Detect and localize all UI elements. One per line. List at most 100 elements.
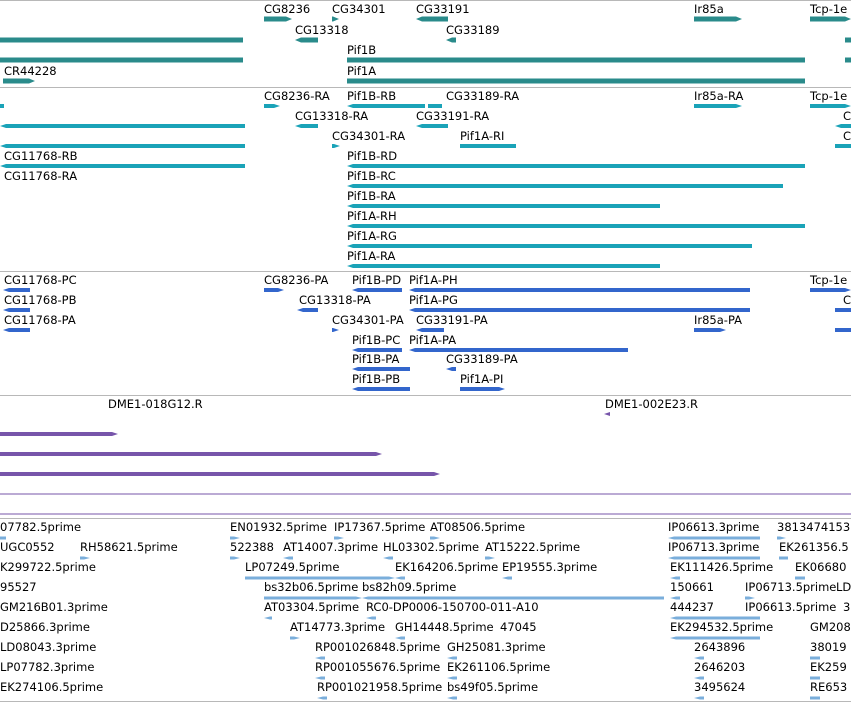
- est-feature[interactable]: [395, 576, 405, 580]
- est-feature[interactable]: [745, 596, 755, 600]
- cds-label[interactable]: Pif1B-PD: [352, 273, 401, 287]
- cds-label[interactable]: Pif1A-PI: [460, 372, 503, 386]
- est-label[interactable]: RH58621.5prime: [80, 540, 178, 554]
- est-label[interactable]: 07782.5prime: [0, 520, 81, 534]
- est-label[interactable]: bs49f05.5prime: [447, 680, 538, 694]
- est-label[interactable]: IP06713.5prime: [745, 580, 836, 594]
- gene-feature[interactable]: [295, 37, 318, 43]
- transcript-feature[interactable]: [332, 144, 340, 148]
- cds-feature[interactable]: [416, 328, 444, 332]
- gene-label[interactable]: CG34301: [332, 2, 386, 16]
- est-label[interactable]: 150661: [670, 580, 714, 594]
- cds-feature[interactable]: [3, 288, 30, 292]
- gene-label[interactable]: Pif1B: [347, 43, 376, 57]
- cds-label[interactable]: CG33191-PA: [416, 313, 488, 327]
- gene-feature[interactable]: [332, 16, 339, 22]
- cds-feature[interactable]: [810, 288, 851, 292]
- est-feature[interactable]: [694, 676, 704, 680]
- est-feature[interactable]: [334, 536, 344, 540]
- est-label[interactable]: 444237: [670, 600, 714, 614]
- cds-feature[interactable]: [446, 367, 456, 371]
- clone-label[interactable]: DME1-002E23.R: [605, 397, 698, 411]
- est-label[interactable]: RC0-DP0006-150700-011-A10: [366, 600, 539, 614]
- transcript-label[interactable]: CG11768-RB: [4, 149, 78, 163]
- est-label[interactable]: EK261356.5: [779, 540, 849, 554]
- est-label[interactable]: GM208: [810, 620, 851, 634]
- est-label[interactable]: 47045: [500, 620, 537, 634]
- transcript-feature[interactable]: [347, 224, 805, 228]
- est-label[interactable]: EK294532.5prime: [670, 620, 773, 634]
- cds-feature[interactable]: [3, 308, 30, 312]
- est-label[interactable]: IP06613.5prime: [745, 600, 836, 614]
- gene-label[interactable]: CG13318: [295, 23, 349, 37]
- gene-feature[interactable]: [810, 16, 851, 22]
- transcript-feature[interactable]: [347, 244, 752, 248]
- transcript-feature[interactable]: [0, 104, 4, 108]
- transcript-label[interactable]: Ir85a-RA: [694, 89, 743, 103]
- transcript-label[interactable]: CG33191-RA: [416, 109, 489, 123]
- est-label[interactable]: 2643896: [694, 640, 745, 654]
- cds-feature[interactable]: [352, 367, 410, 371]
- est-label[interactable]: LD: [836, 580, 851, 594]
- transcript-label[interactable]: CG33189-RA: [446, 89, 519, 103]
- est-label[interactable]: D25866.3prime: [0, 620, 90, 634]
- est-label[interactable]: 2646203: [694, 660, 745, 674]
- est-feature[interactable]: [810, 676, 820, 680]
- cds-feature[interactable]: [352, 288, 402, 292]
- est-label[interactable]: EK164206.5prime: [395, 560, 498, 574]
- est-label[interactable]: bs32b06.5prime: [264, 580, 358, 594]
- est-label[interactable]: RP001055676.5prime: [315, 660, 440, 674]
- est-feature[interactable]: [485, 556, 495, 560]
- clone-feature[interactable]: [0, 472, 440, 476]
- est-label[interactable]: GH14448.5prime: [395, 620, 494, 634]
- est-label[interactable]: AT14773.3prime: [290, 620, 385, 634]
- est-label[interactable]: 38019: [810, 640, 847, 654]
- transcript-feature[interactable]: [347, 204, 660, 208]
- est-label[interactable]: LP07249.5prime: [245, 560, 339, 574]
- transcript-label[interactable]: Pif1A-RG: [347, 229, 397, 243]
- transcript-feature[interactable]: [295, 124, 318, 128]
- est-feature[interactable]: [668, 556, 760, 560]
- est-feature[interactable]: [668, 536, 760, 540]
- clone-feature[interactable]: [0, 513, 851, 515]
- est-feature[interactable]: [670, 576, 680, 580]
- transcript-feature[interactable]: [347, 184, 783, 188]
- est-feature[interactable]: [694, 696, 704, 700]
- clone-feature[interactable]: [0, 432, 118, 436]
- transcript-track[interactable]: CG8236-RA Pif1B-RB CG33189-RA Ir85a-RA Tcp-1…: [0, 89, 851, 268]
- cds-feature[interactable]: [3, 328, 30, 332]
- est-label[interactable]: IP06713.3prime: [668, 540, 759, 554]
- cds-label[interactable]: CG11768-PC: [4, 273, 77, 287]
- est-label[interactable]: 3495624: [694, 680, 745, 694]
- transcript-label[interactable]: Pif1A-RA: [347, 249, 396, 263]
- est-label[interactable]: K299722.5prime: [0, 560, 96, 574]
- gene-feature[interactable]: [264, 16, 292, 22]
- est-feature[interactable]: [777, 536, 786, 540]
- transcript-feature[interactable]: [416, 124, 448, 128]
- gene-label[interactable]: CG8236: [264, 2, 310, 16]
- est-feature[interactable]: [290, 636, 300, 640]
- gene-feature[interactable]: [416, 16, 448, 22]
- est-feature[interactable]: [694, 656, 704, 660]
- est-label[interactable]: 3: [843, 600, 850, 614]
- est-feature[interactable]: [362, 596, 664, 600]
- est-feature[interactable]: [430, 536, 440, 540]
- cds-label[interactable]: CG33189-PA: [446, 352, 518, 366]
- transcript-feature[interactable]: [0, 164, 245, 168]
- cds-feature[interactable]: [835, 308, 851, 312]
- clone-feature[interactable]: [0, 493, 851, 495]
- gene-label[interactable]: CG33191: [416, 2, 470, 16]
- est-feature[interactable]: [447, 676, 457, 680]
- clone-feature[interactable]: [0, 452, 382, 456]
- est-label[interactable]: AT03304.5prime: [264, 600, 359, 614]
- est-feature[interactable]: [383, 556, 393, 560]
- est-label[interactable]: RP001021958.5prime: [317, 680, 442, 694]
- gene-label[interactable]: CG33189: [446, 23, 500, 37]
- gene-feature[interactable]: [694, 16, 742, 22]
- est-label[interactable]: EP19555.3prime: [502, 560, 597, 574]
- est-feature[interactable]: [264, 616, 272, 620]
- cds-label[interactable]: CG11768-PB: [4, 293, 77, 307]
- est-feature[interactable]: [315, 656, 325, 660]
